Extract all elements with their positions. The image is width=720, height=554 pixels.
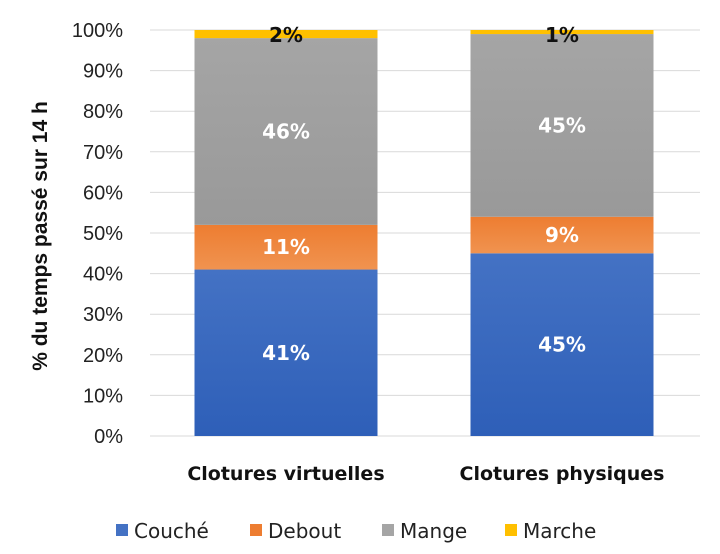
data-label: 1%	[545, 23, 579, 47]
y-tick-label: 60%	[83, 182, 123, 204]
y-tick-label: 100%	[72, 20, 123, 42]
data-label: 45%	[538, 333, 586, 357]
legend-item-mange: Mange	[382, 519, 467, 543]
data-label: 9%	[545, 223, 579, 247]
y-tick-label: 90%	[83, 61, 123, 83]
data-label: 45%	[538, 113, 586, 137]
bars	[194, 30, 654, 436]
legend-swatch	[505, 524, 517, 536]
data-label: 11%	[262, 235, 310, 259]
y-tick-label: 80%	[83, 101, 123, 123]
y-tick-label: 50%	[83, 223, 123, 245]
legend-swatch	[382, 524, 394, 536]
x-axis-category-labels: Clotures virtuelles Clotures physiques	[187, 463, 664, 485]
legend-label: Debout	[268, 519, 341, 543]
bar-segment-mange	[470, 34, 654, 217]
y-axis-label: % du temps passé sur 14 h	[29, 101, 52, 371]
data-label: 46%	[262, 120, 310, 144]
bar-segment-debout	[194, 224, 378, 270]
legend-item-debout: Debout	[250, 519, 341, 543]
legend-swatch	[250, 524, 262, 536]
data-label: 41%	[262, 341, 310, 365]
bar-segment-debout	[470, 216, 654, 254]
y-tick-label: 0%	[94, 426, 123, 448]
y-axis-tick-labels: 0% 10% 20% 30% 40% 50% 60% 70% 80% 90% 100%	[72, 20, 123, 448]
category-label: Clotures virtuelles	[187, 463, 384, 485]
y-tick-label: 30%	[83, 304, 123, 326]
bar-segment-mange	[194, 38, 378, 225]
bar-segment-couché	[194, 269, 378, 436]
bar-segment-couché	[470, 253, 654, 436]
legend-label: Couché	[134, 519, 209, 543]
category-label: Clotures physiques	[460, 463, 665, 485]
legend-swatch	[116, 524, 128, 536]
data-labels: 41% 11% 46% 2% 45% 9% 45% 1%	[262, 23, 586, 365]
y-tick-label: 70%	[83, 142, 123, 164]
y-tick-label: 40%	[83, 264, 123, 286]
data-label: 2%	[269, 23, 303, 47]
legend-item-couché: Couché	[116, 519, 209, 543]
legend-label: Mange	[400, 519, 467, 543]
legend-item-marche: Marche	[505, 519, 596, 543]
bar-segment-marche	[470, 30, 654, 35]
y-tick-label: 20%	[83, 345, 123, 367]
bar-segment-marche	[194, 30, 378, 39]
y-tick-label: 10%	[83, 385, 123, 407]
legend-label: Marche	[523, 519, 596, 543]
legend: Couché Debout Mange Marche	[116, 519, 596, 543]
